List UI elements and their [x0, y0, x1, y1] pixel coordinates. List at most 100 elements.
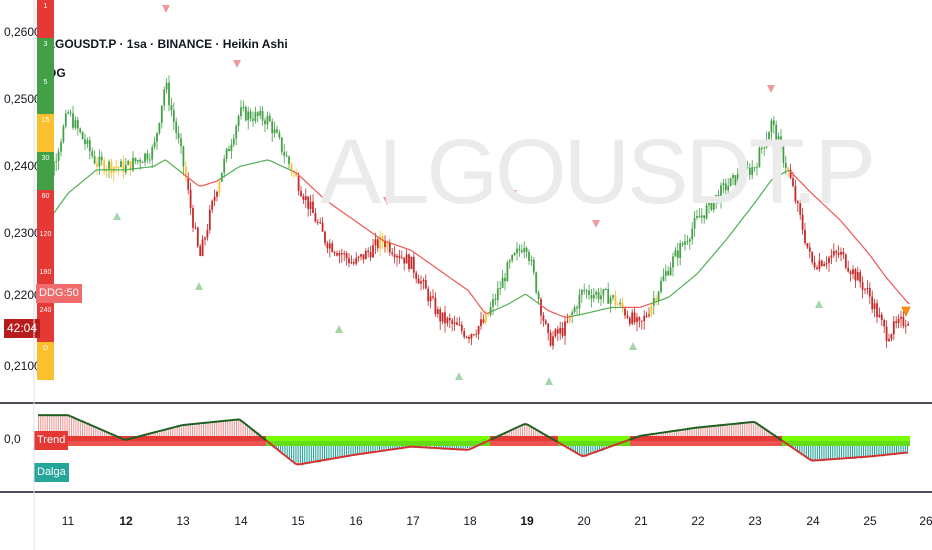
trend-ribbon-segment — [118, 441, 122, 446]
oscillator-bar — [165, 430, 167, 440]
candle-body — [902, 316, 905, 327]
candle-body — [88, 140, 91, 152]
trend-ribbon-segment — [790, 441, 794, 446]
oscillator-segment — [127, 437, 132, 441]
candle-body — [703, 215, 706, 219]
oscillator-bar — [343, 440, 345, 458]
candle-body — [885, 326, 888, 341]
trend-ribbon-segment — [338, 436, 342, 441]
symbol-title[interactable]: ALGOUSDT.P · 1sa · BINANCE · Heikin Ashi — [39, 37, 288, 51]
ema-segment — [450, 277, 454, 281]
oscillator-segment — [487, 438, 492, 442]
ema-segment — [231, 169, 235, 173]
ema-segment — [270, 160, 274, 163]
trend-ribbon-segment — [78, 436, 82, 441]
oscillator-bar — [854, 440, 856, 460]
candle-body — [494, 299, 497, 301]
candle-body — [362, 254, 365, 260]
oscillator-bar — [187, 425, 189, 440]
trend-ribbon-segment — [790, 436, 794, 441]
candle-body — [607, 289, 610, 304]
ema-segment — [320, 195, 325, 200]
oscillator-bar — [313, 440, 315, 461]
trend-ribbon-segment — [122, 441, 126, 446]
trend-ribbon-segment — [606, 441, 610, 446]
candle-body — [559, 327, 562, 334]
trend-ribbon-segment — [450, 436, 454, 441]
x-label-11: 22 — [691, 514, 705, 528]
candle-body — [837, 252, 840, 255]
trend-ribbon-segment — [422, 441, 426, 446]
oscillator-bar — [315, 440, 317, 463]
candle-body — [602, 289, 605, 296]
oscillator-segment — [253, 429, 258, 434]
trend-ribbon-segment — [842, 436, 846, 441]
trend-ribbon-segment — [578, 436, 582, 441]
candle-body — [621, 302, 624, 309]
oscillator-bar — [288, 440, 290, 461]
trend-ribbon-segment — [682, 436, 686, 441]
trend-ribbon-segment — [574, 441, 578, 446]
trend-ribbon-segment — [354, 436, 358, 441]
oscillator-bar — [515, 426, 517, 440]
trend-ribbon-segment — [398, 436, 402, 441]
oscillator-segment — [775, 435, 780, 440]
candle-body — [170, 105, 173, 111]
candle-body — [729, 178, 732, 186]
trend-ribbon-segment — [506, 441, 510, 446]
trend-ribbon-segment — [374, 441, 378, 446]
trend-ribbon-segment — [490, 441, 494, 446]
oscillator-bar — [871, 440, 873, 458]
oscillator-bar — [68, 416, 70, 440]
trend-ribbon-segment — [262, 441, 266, 446]
price-label-5: 0,2100 — [4, 359, 41, 373]
trend-ribbon-segment — [310, 441, 314, 446]
ema-segment — [267, 159, 271, 162]
candle-body — [55, 160, 58, 162]
ema-segment — [713, 249, 718, 255]
dalga-tag: Dalga — [34, 463, 69, 482]
ema-segment — [276, 163, 280, 166]
candle-body — [871, 296, 874, 310]
trend-ribbon-segment — [362, 441, 366, 446]
candle-body — [127, 161, 130, 166]
trend-ribbon-segment — [666, 441, 670, 446]
trend-ribbon-segment — [718, 436, 722, 441]
candle-body — [393, 254, 396, 258]
trend-ribbon-segment — [514, 441, 518, 446]
ema-segment — [405, 247, 409, 250]
candle-body — [715, 194, 718, 201]
candle-body — [513, 253, 516, 256]
ema-segment — [294, 171, 298, 175]
oscillator-bar — [198, 422, 200, 440]
oscillator-bar — [676, 429, 678, 440]
trend-ribbon-segment — [590, 436, 594, 441]
trend-ribbon-segment — [594, 441, 598, 446]
oscillator-segment — [82, 420, 87, 424]
candle-body — [883, 319, 886, 327]
trend-ribbon-segment — [110, 441, 114, 446]
candle-body — [482, 319, 485, 323]
candle-body — [208, 209, 211, 230]
trend-ribbon-segment — [722, 436, 726, 441]
oscillator-bar — [517, 428, 519, 440]
ema-segment — [336, 207, 340, 211]
oscillator-segment — [91, 424, 96, 428]
trend-ribbon-segment — [634, 441, 638, 446]
oscillator-bar — [700, 426, 702, 440]
oscillator-segment — [619, 441, 624, 445]
trend-ribbon-segment — [602, 441, 606, 446]
ema-segment — [414, 252, 418, 256]
ema-segment — [642, 304, 646, 308]
trend-ribbon-segment — [898, 436, 902, 441]
trend-ribbon-segment — [626, 436, 630, 441]
candle-body — [727, 185, 730, 191]
oscillator-bar — [216, 421, 218, 440]
trend-ribbon-segment — [614, 436, 618, 441]
trend-ribbon-segment — [218, 441, 222, 446]
candle-body — [57, 151, 60, 161]
oscillator-segment — [514, 426, 519, 430]
oscillator-segment — [571, 449, 576, 453]
trend-ribbon-segment — [362, 436, 366, 441]
